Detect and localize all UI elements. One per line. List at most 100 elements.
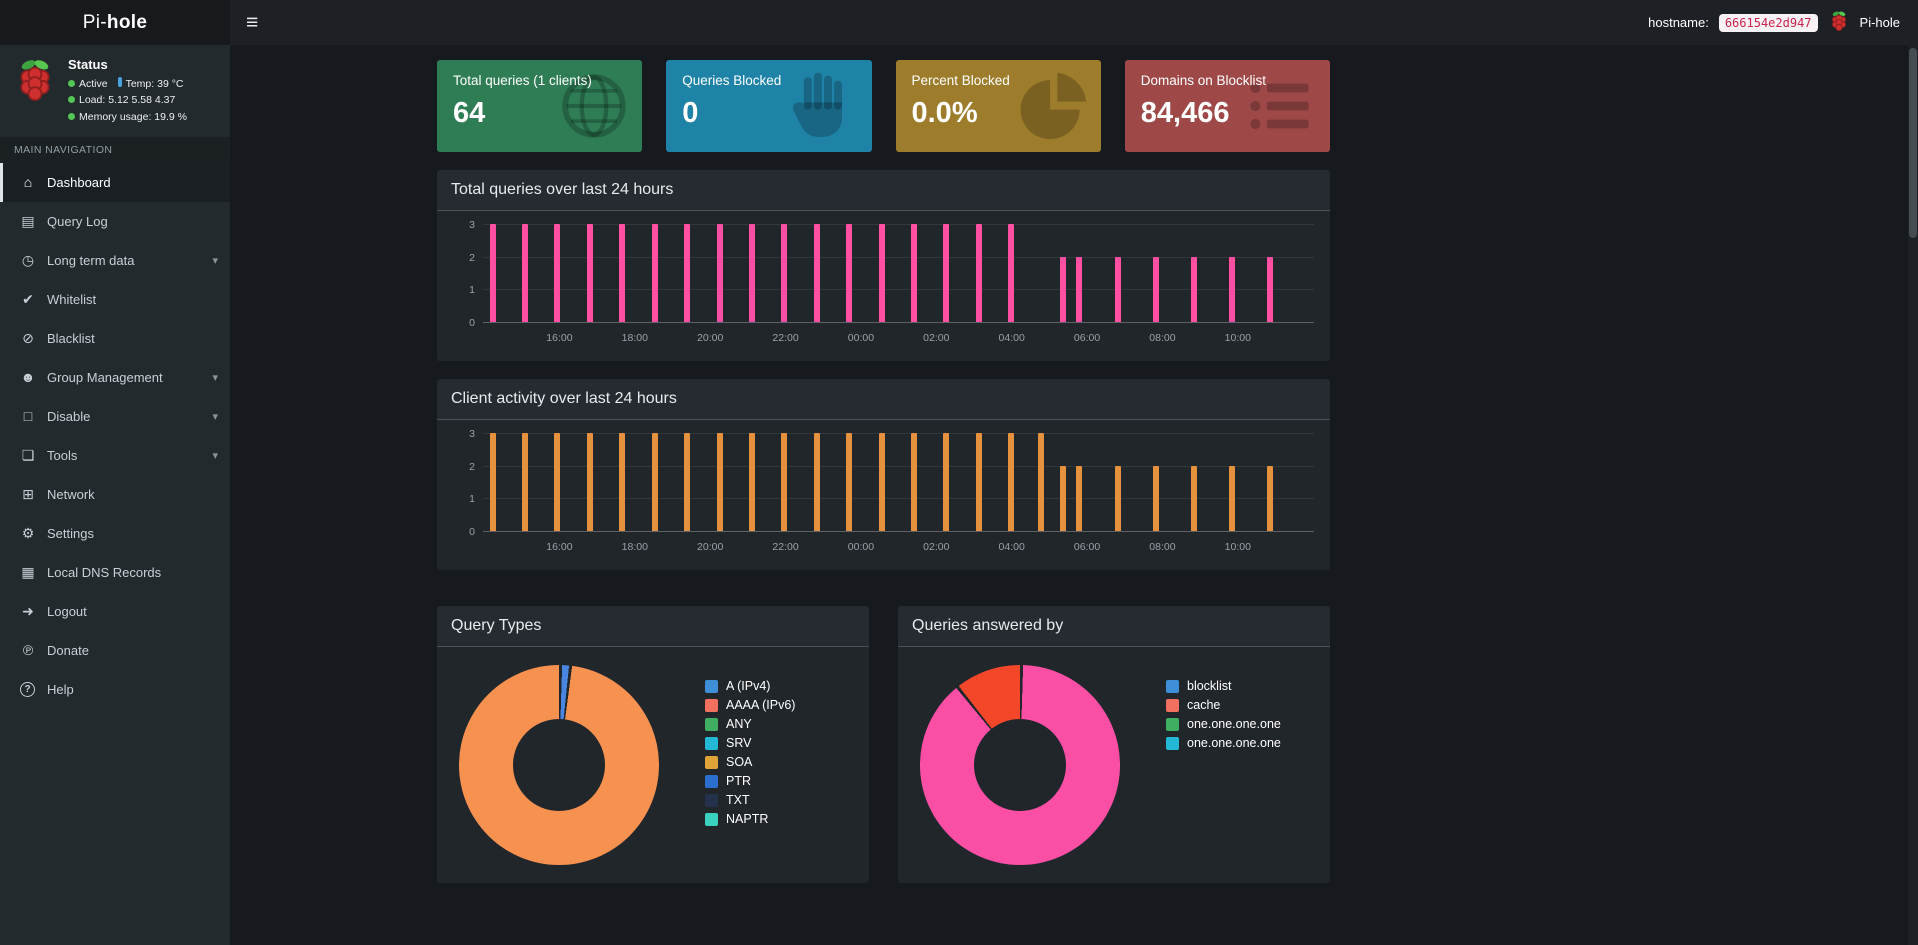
legend-label: A (IPv4) <box>726 679 771 693</box>
chart-bar <box>716 433 723 531</box>
donut-chart <box>459 665 659 865</box>
chart-bar <box>975 433 982 531</box>
legend-swatch <box>705 679 718 693</box>
gridline <box>483 531 1314 532</box>
legend-item-ptr[interactable]: PTR <box>705 774 795 788</box>
y-axis-tick: 0 <box>469 317 475 329</box>
stat-card-percent-blocked: Percent Blocked 0.0% <box>895 60 1101 152</box>
chart-bar <box>781 433 788 531</box>
sidebar-item-tools[interactable]: ❏ Tools ▾ <box>0 436 230 475</box>
y-axis-tick: 2 <box>469 460 475 473</box>
scrollbar[interactable] <box>1908 0 1918 945</box>
x-axis-tick: 10:00 <box>1224 332 1251 344</box>
legend-item-blocklist[interactable]: blocklist <box>1166 679 1281 693</box>
chart-bar <box>489 224 496 322</box>
sidebar-item-disable[interactable]: □ Disable ▾ <box>0 397 230 436</box>
file-icon: ▤ <box>21 212 35 229</box>
x-axis-tick: 00:00 <box>847 332 875 344</box>
sidebar-item-label: Network <box>47 486 95 502</box>
donut-chart <box>920 665 1120 865</box>
summary-cards: Total queries (1 clients) 64 Queries Block… <box>437 60 1330 152</box>
sidebar-item-whitelist[interactable]: ✔ Whitelist <box>0 280 230 319</box>
legend-item-soa[interactable]: SOA <box>705 755 795 769</box>
sidebar-item-logout[interactable]: ➜ Logout <box>0 592 230 631</box>
status-item-active: Active <box>68 78 108 90</box>
chart-bar <box>1229 256 1236 322</box>
legend-swatch <box>705 812 718 826</box>
gears-icon: ⚙ <box>21 524 35 541</box>
legend-item-naptr[interactable]: NAPTR <box>705 812 795 826</box>
sidebar-item-label: Settings <box>47 525 94 541</box>
chart-bar <box>684 433 691 531</box>
pie-chart-icon <box>1017 70 1089 142</box>
bottom-panels-row: Query Types A (IPv4) AAAA (IPv6) ANY SRV SOA… <box>437 588 1330 883</box>
address-book-icon: ▦ <box>21 563 35 580</box>
legend-swatch <box>1166 717 1179 731</box>
legend-item-srv[interactable]: SRV <box>705 736 795 750</box>
query-types-legend: A (IPv4) AAAA (IPv6) ANY SRV SOA PTR TXT NAPTR <box>705 679 795 826</box>
sidebar-item-donate[interactable]: ℗ Donate <box>0 631 230 670</box>
legend-swatch <box>705 717 718 731</box>
check-circle-icon: ✔ <box>22 290 34 307</box>
legend-swatch <box>705 755 718 769</box>
scrollbar-thumb[interactable] <box>1909 48 1917 238</box>
legend-label: PTR <box>726 774 751 788</box>
sidebar-item-local-dns-records[interactable]: ▦ Local DNS Records <box>0 553 230 592</box>
chart-bar <box>1008 224 1015 322</box>
legend-item-one-one-one-one[interactable]: one.one.one.one <box>1166 736 1281 750</box>
chart-bar <box>781 224 788 322</box>
pihole-logo-icon <box>12 57 58 108</box>
brand-logo[interactable]: Pi-hole <box>0 0 230 45</box>
x-axis-tick: 16:00 <box>546 332 573 344</box>
x-axis-tick: 10:00 <box>1224 541 1251 553</box>
sidebar-item-network[interactable]: ⊞ Network <box>0 475 230 514</box>
query-types-title: Query Types <box>437 606 869 647</box>
sidebar-item-label: Logout <box>47 603 87 619</box>
chart-bar <box>554 433 561 531</box>
legend-item-txt[interactable]: TXT <box>705 793 795 807</box>
queries-answered-by-legend: blocklist cache one.one.one.one one.one.one… <box>1166 679 1281 750</box>
sidebar-item-query-log[interactable]: ▤ Query Log <box>0 202 230 241</box>
sidebar-item-long-term-data[interactable]: ◷ Long term data ▾ <box>0 241 230 280</box>
status-dot-icon <box>68 80 75 87</box>
chart-bar <box>1059 465 1066 531</box>
sidebar-item-help[interactable]: ? Help <box>0 670 230 709</box>
sidebar-item-settings[interactable]: ⚙ Settings <box>0 514 230 553</box>
chart-bar <box>1038 433 1045 531</box>
client-activity-title: Client activity over last 24 hours <box>437 379 1330 420</box>
sidebar-item-dashboard[interactable]: ⌂ Dashboard <box>0 162 230 202</box>
legend-item-aaaa-ipv6[interactable]: AAAA (IPv6) <box>705 698 795 712</box>
queries-answered-by-panel: Queries answered by blocklist cache one.on… <box>898 606 1330 883</box>
x-axis-tick: 00:00 <box>847 541 875 553</box>
sidebar-item-blacklist[interactable]: ⊘ Blacklist <box>0 319 230 358</box>
chevron-down-icon: ▾ <box>212 410 218 423</box>
legend-item-a-ipv4[interactable]: A (IPv4) <box>705 679 795 693</box>
navbar-right: hostname: 666154e2d947 Pi-hole <box>1648 10 1918 35</box>
query-types-panel: Query Types A (IPv4) AAAA (IPv6) ANY SRV SOA… <box>437 606 869 883</box>
clock-icon: ◷ <box>21 251 35 268</box>
status-text: Temp: 39 °C <box>125 78 184 90</box>
x-axis-tick: 20:00 <box>697 332 724 344</box>
chevron-down-icon: ▾ <box>212 449 218 462</box>
legend-swatch <box>705 736 718 750</box>
legend-label: TXT <box>726 793 750 807</box>
top-navbar: Pi-hole ≡ hostname: 666154e2d947 Pi-hole <box>0 0 1918 45</box>
legend-item-one-one-one-one[interactable]: one.one.one.one <box>1166 717 1281 731</box>
stat-card-value: 64 <box>453 97 486 129</box>
home-icon: ⌂ <box>23 174 33 191</box>
sidebar-toggle-button[interactable]: ≡ <box>230 0 274 45</box>
network-icon: ⊞ <box>22 485 34 502</box>
legend-item-any[interactable]: ANY <box>705 717 795 731</box>
chart-bar <box>1114 256 1121 322</box>
hamburger-icon: ≡ <box>246 11 259 34</box>
legend-item-cache[interactable]: cache <box>1166 698 1281 712</box>
chart-bar <box>554 224 561 322</box>
legend-swatch <box>705 698 718 712</box>
status-item-load: Load: 5.12 5.58 4.37 <box>68 94 175 106</box>
chevron-down-icon: ▾ <box>212 371 218 384</box>
stat-card-domains-on-blocklist: Domains on Blocklist 84,466 <box>1124 60 1330 152</box>
x-axis-tick: 04:00 <box>998 541 1025 553</box>
status-title: Status <box>68 57 108 72</box>
sidebar-item-group-management[interactable]: ☻ Group Management ▾ <box>0 358 230 397</box>
query-types-donut <box>459 665 659 865</box>
